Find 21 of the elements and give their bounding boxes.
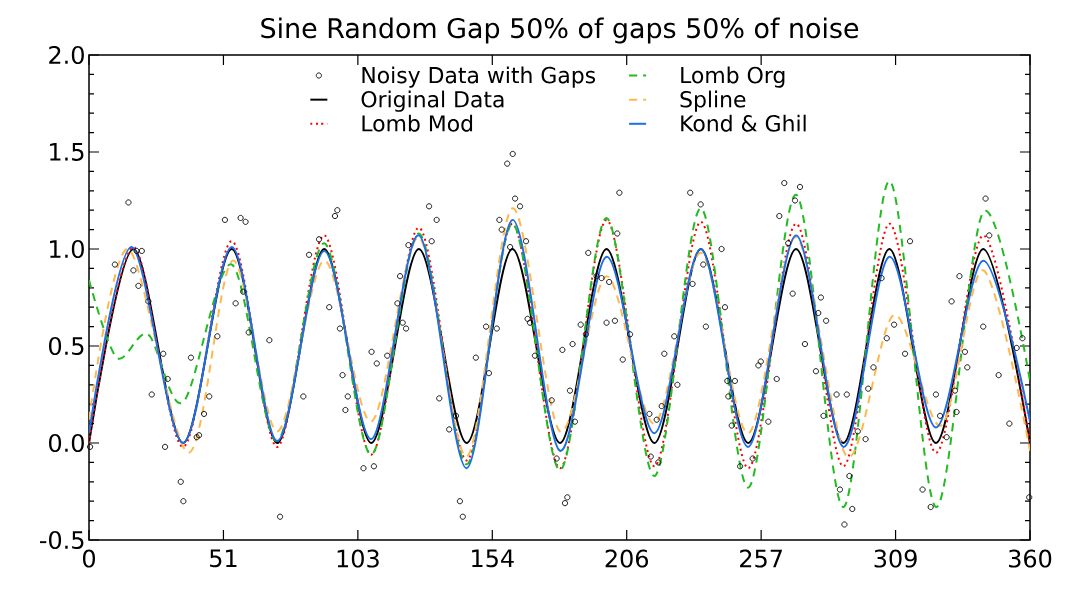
chart-title: Sine Random Gap 50% of gaps 50% of noise xyxy=(261,17,859,44)
y-tick-label: 0.0 xyxy=(49,433,84,453)
legend-label: Lomb Mod xyxy=(362,114,473,132)
y-tick-label: 2.0 xyxy=(49,45,84,65)
x-tick-label: 206 xyxy=(605,549,649,568)
legend-label: Kond & Ghil xyxy=(681,114,806,132)
legend-label: Original Data xyxy=(361,90,504,112)
x-tick-label: 360 xyxy=(1009,549,1052,568)
legend-label: Spline xyxy=(680,90,746,112)
x-tick-label: 51 xyxy=(210,549,237,568)
x-tick-label: 257 xyxy=(740,549,782,568)
y-tick-label: -0.5 xyxy=(40,530,84,550)
legend-label: Noisy Data with Gaps xyxy=(362,66,596,88)
x-tick-label: 103 xyxy=(337,549,379,568)
x-tick-label: 154 xyxy=(472,549,514,568)
y-tick-label: 0.5 xyxy=(49,336,84,356)
y-tick-label: 1.0 xyxy=(50,239,84,259)
y-tick-label: 1.5 xyxy=(50,143,84,161)
x-tick-label: 0 xyxy=(82,549,96,568)
legend-label: Lomb Org xyxy=(681,66,785,88)
x-tick-label: 309 xyxy=(874,549,917,568)
